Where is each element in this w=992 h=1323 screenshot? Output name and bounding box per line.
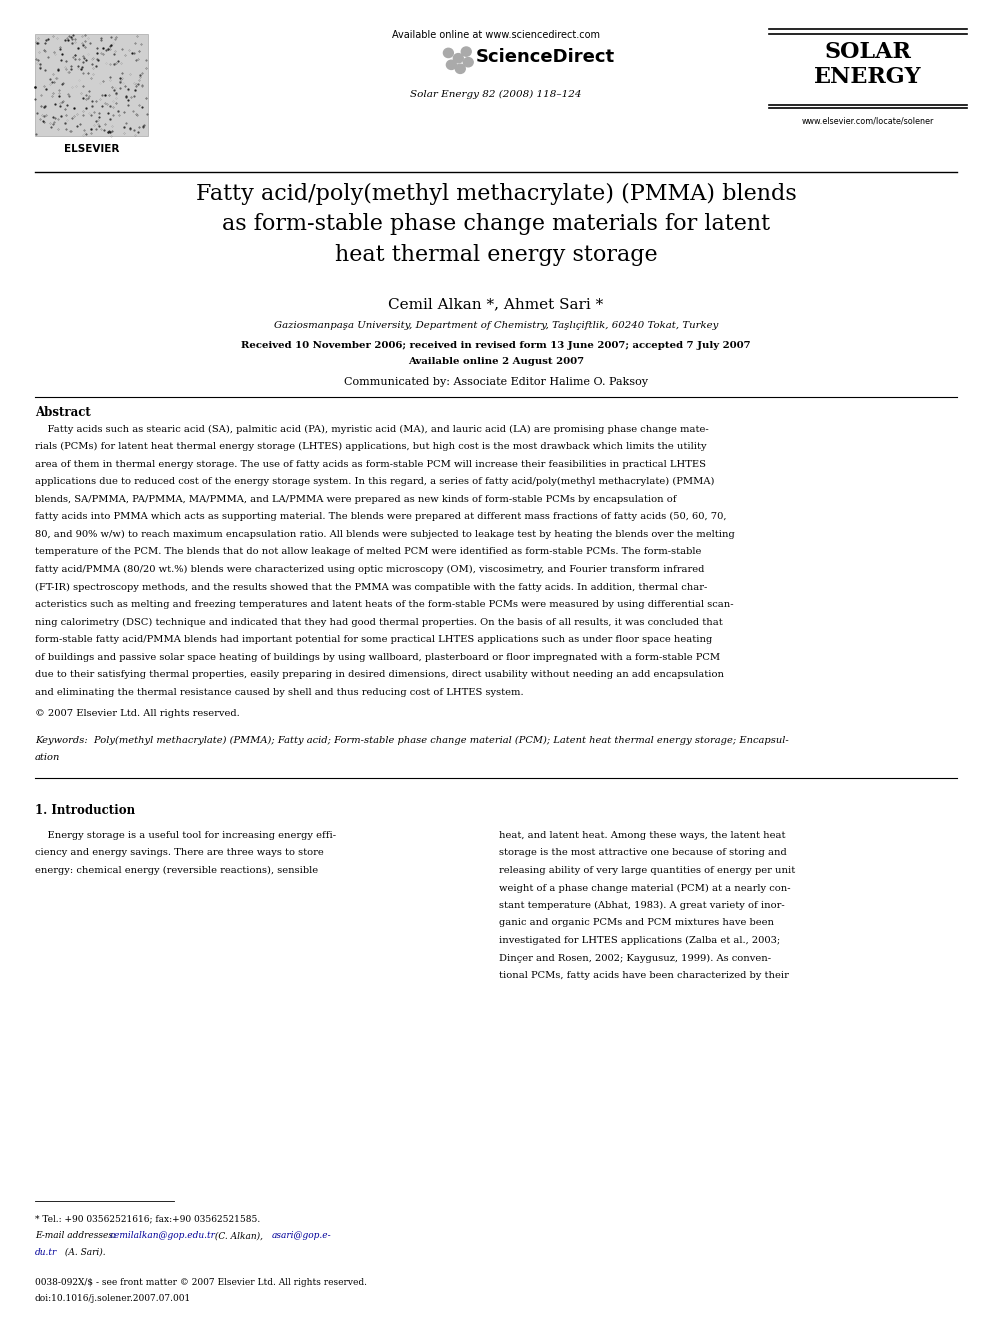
Text: Gaziosmanpaşa University, Department of Chemistry, Taşlıçiftlik, 60240 Tokat, Tu: Gaziosmanpaşa University, Department of …: [274, 321, 718, 331]
Text: Communicated by: Associate Editor Halime O. Paksoy: Communicated by: Associate Editor Halime…: [344, 377, 648, 388]
Text: Available online 2 August 2007: Available online 2 August 2007: [408, 357, 584, 366]
Text: ScienceDirect: ScienceDirect: [476, 48, 615, 66]
Text: Energy storage is a useful tool for increasing energy effi-: Energy storage is a useful tool for incr…: [35, 831, 336, 840]
Text: ciency and energy savings. There are three ways to store: ciency and energy savings. There are thr…: [35, 848, 323, 857]
Text: doi:10.1016/j.solener.2007.07.001: doi:10.1016/j.solener.2007.07.001: [35, 1294, 191, 1303]
Text: weight of a phase change material (PCM) at a nearly con-: weight of a phase change material (PCM) …: [499, 884, 791, 893]
Text: * Tel.: +90 03562521616; fax:+90 03562521585.: * Tel.: +90 03562521616; fax:+90 0356252…: [35, 1215, 260, 1224]
Text: heat, and latent heat. Among these ways, the latent heat: heat, and latent heat. Among these ways,…: [499, 831, 786, 840]
Text: fatty acids into PMMA which acts as supporting material. The blends were prepare: fatty acids into PMMA which acts as supp…: [35, 512, 726, 521]
Text: Available online at www.sciencedirect.com: Available online at www.sciencedirect.co…: [392, 30, 600, 41]
Text: Fatty acids such as stearic acid (SA), palmitic acid (PA), myristic acid (MA), a: Fatty acids such as stearic acid (SA), p…: [35, 425, 708, 434]
Ellipse shape: [461, 46, 471, 56]
Ellipse shape: [443, 49, 453, 58]
Text: Keywords:  Poly(methyl methacrylate) (PMMA); Fatty acid; Form-stable phase chang: Keywords: Poly(methyl methacrylate) (PMM…: [35, 736, 789, 745]
Text: ELSEVIER: ELSEVIER: [63, 144, 119, 155]
Text: energy: chemical energy (reversible reactions), sensible: energy: chemical energy (reversible reac…: [35, 865, 317, 875]
Text: blends, SA/PMMA, PA/PMMA, MA/PMMA, and LA/PMMA were prepared as new kinds of for: blends, SA/PMMA, PA/PMMA, MA/PMMA, and L…: [35, 495, 677, 504]
Text: acteristics such as melting and freezing temperatures and latent heats of the fo: acteristics such as melting and freezing…: [35, 601, 733, 609]
Text: Fatty acid/poly(methyl methacrylate) (PMMA) blends
as form-stable phase change m: Fatty acid/poly(methyl methacrylate) (PM…: [195, 183, 797, 266]
Text: rials (PCMs) for latent heat thermal energy storage (LHTES) applications, but hi: rials (PCMs) for latent heat thermal ene…: [35, 442, 706, 451]
Text: releasing ability of very large quantities of energy per unit: releasing ability of very large quantiti…: [499, 865, 796, 875]
Ellipse shape: [446, 60, 456, 69]
Text: 0038-092X/$ - see front matter © 2007 Elsevier Ltd. All rights reserved.: 0038-092X/$ - see front matter © 2007 El…: [35, 1278, 367, 1287]
Text: tional PCMs, fatty acids have been characterized by their: tional PCMs, fatty acids have been chara…: [499, 971, 789, 980]
Text: due to their satisfying thermal properties, easily preparing in desired dimensio: due to their satisfying thermal properti…: [35, 669, 724, 679]
Text: Cemil Alkan *, Ahmet Sari *: Cemil Alkan *, Ahmet Sari *: [389, 298, 603, 312]
Text: © 2007 Elsevier Ltd. All rights reserved.: © 2007 Elsevier Ltd. All rights reserved…: [35, 709, 239, 718]
Text: asari@gop.e-: asari@gop.e-: [272, 1232, 331, 1240]
Text: stant temperature (Abhat, 1983). A great variety of inor-: stant temperature (Abhat, 1983). A great…: [499, 901, 785, 910]
Text: of buildings and passive solar space heating of buildings by using wallboard, pl: of buildings and passive solar space hea…: [35, 652, 720, 662]
Text: (C. Alkan),: (C. Alkan),: [212, 1232, 266, 1240]
Text: 1. Introduction: 1. Introduction: [35, 804, 135, 818]
Text: (A. Sari).: (A. Sari).: [62, 1248, 106, 1257]
Text: du.tr: du.tr: [35, 1248, 57, 1257]
Text: investigated for LHTES applications (Zalba et al., 2003;: investigated for LHTES applications (Zal…: [499, 937, 780, 945]
Text: Abstract: Abstract: [35, 406, 90, 419]
Text: ation: ation: [35, 753, 61, 762]
Text: form-stable fatty acid/PMMA blends had important potential for some practical LH: form-stable fatty acid/PMMA blends had i…: [35, 635, 712, 644]
Bar: [35, 34, 148, 136]
Text: SOLAR: SOLAR: [824, 41, 912, 64]
Text: ENERGY: ENERGY: [814, 66, 922, 89]
Text: area of them in thermal energy storage. The use of fatty acids as form-stable PC: area of them in thermal energy storage. …: [35, 459, 705, 468]
Text: ning calorimetry (DSC) technique and indicated that they had good thermal proper: ning calorimetry (DSC) technique and ind…: [35, 618, 722, 627]
Text: Received 10 November 2006; received in revised form 13 June 2007; accepted 7 Jul: Received 10 November 2006; received in r…: [241, 341, 751, 351]
Text: 80, and 90% w/w) to reach maximum encapsulation ratio. All blends were subjected: 80, and 90% w/w) to reach maximum encaps…: [35, 529, 734, 538]
Text: and eliminating the thermal resistance caused by shell and thus reducing cost of: and eliminating the thermal resistance c…: [35, 688, 524, 697]
Text: cemilalkan@gop.edu.tr: cemilalkan@gop.edu.tr: [109, 1232, 215, 1240]
Text: Dinçer and Rosen, 2002; Kaygusuz, 1999). As conven-: Dinçer and Rosen, 2002; Kaygusuz, 1999).…: [499, 954, 771, 963]
Text: (FT-IR) spectroscopy methods, and the results showed that the PMMA was compatibl: (FT-IR) spectroscopy methods, and the re…: [35, 582, 707, 591]
Text: www.elsevier.com/locate/solener: www.elsevier.com/locate/solener: [802, 116, 934, 126]
Ellipse shape: [463, 57, 473, 66]
Text: E-mail addresses:: E-mail addresses:: [35, 1232, 119, 1240]
Text: applications due to reduced cost of the energy storage system. In this regard, a: applications due to reduced cost of the …: [35, 478, 714, 487]
Text: ganic and organic PCMs and PCM mixtures have been: ganic and organic PCMs and PCM mixtures …: [499, 918, 774, 927]
Text: Solar Energy 82 (2008) 118–124: Solar Energy 82 (2008) 118–124: [411, 90, 581, 99]
Ellipse shape: [455, 64, 465, 73]
Text: storage is the most attractive one because of storing and: storage is the most attractive one becau…: [499, 848, 787, 857]
Text: fatty acid/PMMA (80/20 wt.%) blends were characterized using optic microscopy (O: fatty acid/PMMA (80/20 wt.%) blends were…: [35, 565, 704, 574]
Ellipse shape: [453, 53, 463, 62]
Text: temperature of the PCM. The blends that do not allow leakage of melted PCM were : temperature of the PCM. The blends that …: [35, 548, 701, 557]
